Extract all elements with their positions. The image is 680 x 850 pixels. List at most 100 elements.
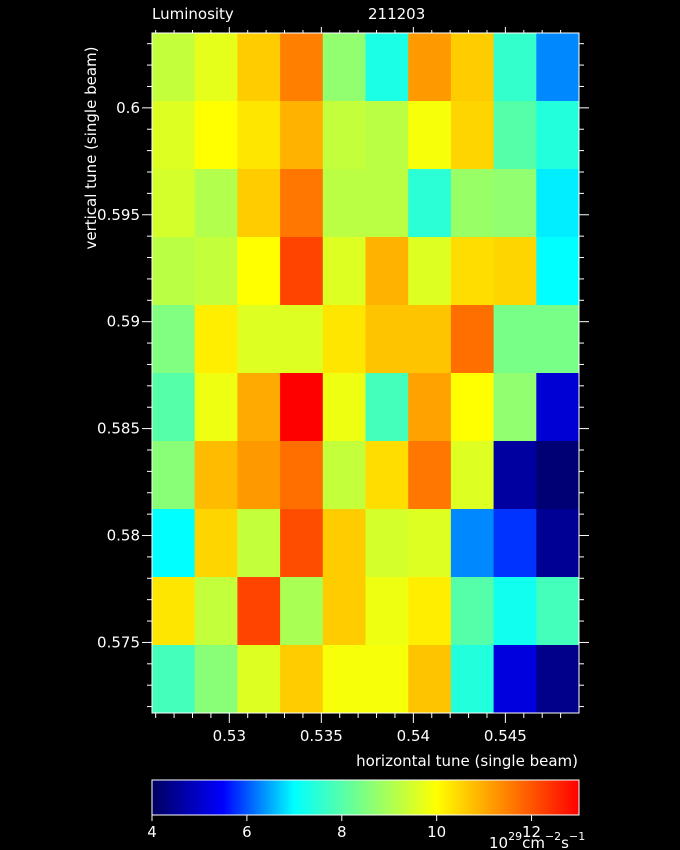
x-tick-label: 0.535 xyxy=(300,727,343,745)
heatmap-cell xyxy=(194,101,238,170)
colorbar-tick-label: 8 xyxy=(337,823,347,841)
heatmap-cell xyxy=(152,509,196,578)
heatmap-cell xyxy=(365,237,409,306)
heatmap-cell xyxy=(408,305,452,374)
heatmap-cell xyxy=(365,509,409,578)
heatmap-cell xyxy=(322,237,366,306)
heatmap-cell xyxy=(152,169,196,238)
heatmap-cell xyxy=(493,645,537,714)
heatmap-cell xyxy=(194,509,238,578)
y-tick-label: 0.59 xyxy=(107,313,140,331)
unit-base: 10 xyxy=(489,834,508,850)
heatmap-cell xyxy=(152,101,196,170)
heatmap-cell xyxy=(365,577,409,646)
heatmap-cell xyxy=(493,101,537,170)
heatmap-cell xyxy=(493,33,537,102)
heatmap-cell xyxy=(237,33,281,102)
heatmap-cell xyxy=(280,305,324,374)
chart-title: Luminosity xyxy=(152,5,234,23)
heatmap-cell xyxy=(450,237,495,306)
heatmap-cell xyxy=(493,577,537,646)
heatmap-cell xyxy=(450,305,495,374)
heatmap-cell xyxy=(194,441,238,510)
heatmap-cell xyxy=(536,237,580,306)
heatmap-cell xyxy=(493,305,537,374)
colorbar-tick-label: 10 xyxy=(427,823,446,841)
heatmap-cell xyxy=(280,373,324,442)
heatmap-cell xyxy=(237,101,281,170)
colorbar-tick-label: 12 xyxy=(522,823,541,841)
heatmap-cell xyxy=(322,169,366,238)
colorbar-tick-label: 6 xyxy=(242,823,252,841)
heatmap-cell xyxy=(322,509,366,578)
colorbar xyxy=(151,779,580,816)
heatmap-cell xyxy=(536,509,580,578)
heatmap-cell xyxy=(152,373,196,442)
heatmap-cell xyxy=(237,305,281,374)
heatmap-cell xyxy=(280,169,324,238)
heatmap-cell xyxy=(365,373,409,442)
heatmap-cell xyxy=(280,101,324,170)
heatmap-cell xyxy=(408,169,452,238)
colorbar-unit: 1029cm−2s−1 xyxy=(489,830,585,850)
heatmap-cell xyxy=(536,373,580,442)
x-tick-label: 0.54 xyxy=(397,727,430,745)
heatmap-cell xyxy=(194,305,238,374)
heatmap-cell xyxy=(194,645,238,714)
heatmap-cell xyxy=(408,101,452,170)
heatmap-cell xyxy=(493,169,537,238)
heatmap-cell xyxy=(237,577,281,646)
heatmap-cell xyxy=(493,237,537,306)
heatmap-cell xyxy=(450,441,495,510)
heatmap-cell xyxy=(280,645,324,714)
heatmap-cell xyxy=(322,373,366,442)
heatmap-cell xyxy=(450,577,495,646)
heatmap-cell xyxy=(408,441,452,510)
heatmap-cell xyxy=(450,373,495,442)
y-tick-label: 0.585 xyxy=(97,420,140,438)
heatmap-cell xyxy=(536,169,580,238)
heatmap-cell xyxy=(536,305,580,374)
y-tick-label: 0.595 xyxy=(97,206,140,224)
heatmap-cell xyxy=(365,305,409,374)
heatmap-cell xyxy=(365,33,409,102)
heatmap-cell xyxy=(365,645,409,714)
heatmap-cell xyxy=(450,169,495,238)
heatmap-cell xyxy=(194,33,238,102)
y-tick-label: 0.6 xyxy=(116,99,140,117)
heatmap-cell xyxy=(280,509,324,578)
heatmap-cell xyxy=(152,237,196,306)
colorbar-tick-label: 4 xyxy=(147,823,157,841)
heatmap-cell xyxy=(152,305,196,374)
heatmap-cell xyxy=(408,509,452,578)
heatmap-cell xyxy=(408,373,452,442)
heatmap-cell xyxy=(152,645,196,714)
heatmap-cell xyxy=(280,33,324,102)
heatmap-cell xyxy=(280,237,324,306)
y-axis-label: vertical tune (single beam) xyxy=(82,46,100,249)
heatmap-cell xyxy=(408,237,452,306)
heatmap-cell xyxy=(450,645,495,714)
heatmap-cell xyxy=(493,441,537,510)
heatmap-cell xyxy=(365,101,409,170)
heatmap-cell xyxy=(536,441,580,510)
x-axis-label: horizontal tune (single beam) xyxy=(356,752,578,770)
heatmap-cell xyxy=(152,441,196,510)
heatmap-cell xyxy=(280,441,324,510)
heatmap-cell xyxy=(408,645,452,714)
heatmap-cell xyxy=(322,305,366,374)
heatmap-cell xyxy=(450,101,495,170)
heatmap-cell xyxy=(194,577,238,646)
plot-frame xyxy=(151,32,580,714)
heatmap-cell xyxy=(493,373,537,442)
heatmap-cell xyxy=(408,577,452,646)
heatmap-cell xyxy=(322,577,366,646)
heatmap-cell xyxy=(237,373,281,442)
y-tick-label: 0.575 xyxy=(97,633,140,651)
heatmap-cell xyxy=(322,33,366,102)
unit-base: cm xyxy=(522,834,545,850)
heatmap-cell xyxy=(408,33,452,102)
heatmap-cell xyxy=(322,645,366,714)
x-tick-label: 0.545 xyxy=(484,727,527,745)
